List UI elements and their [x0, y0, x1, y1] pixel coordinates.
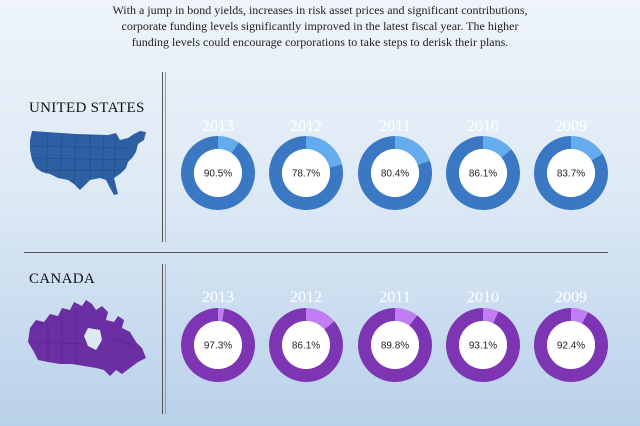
canada-year-label: 2013: [202, 289, 234, 306]
us-year-label: 2012: [290, 118, 322, 135]
us-donut-remainder: [571, 136, 603, 161]
canada-map-icon: [28, 300, 146, 376]
us-donut-remainder: [306, 136, 343, 168]
canada-donut-remainder: [306, 308, 335, 330]
us-donut-hole: [547, 149, 595, 197]
canada-donut-hole: [547, 321, 595, 369]
canada-donut-funded: [358, 308, 433, 382]
canada-donut-funded: [534, 308, 608, 383]
us-funding-percent-label: 83.7%: [557, 169, 585, 180]
country-label-us: UNITED STATES: [29, 100, 145, 116]
intro-line: With a jump in bond yields, increases in…: [112, 3, 528, 17]
intro-line: funding levels could encourage corporati…: [131, 35, 509, 49]
us-funding-percent-label: 78.7%: [292, 169, 320, 180]
us-donut-funded: [446, 136, 520, 211]
canada-donut-remainder: [395, 308, 418, 326]
us-donut-hole: [282, 149, 330, 197]
us-year-label: 2009: [555, 118, 587, 135]
canada-funding-percent-label: 86.1%: [292, 341, 320, 352]
us-donut-remainder: [483, 136, 512, 158]
us-year-label: 2011: [379, 118, 410, 135]
canada-donut-funded: [446, 308, 521, 383]
us-funding-percent-label: 86.1%: [469, 169, 497, 180]
us-funding-percent-label: 80.4%: [381, 169, 409, 180]
us-year-label: 2013: [202, 118, 234, 135]
canada-donut-remainder: [571, 308, 589, 324]
canada-funding-percent-label: 93.1%: [469, 341, 497, 352]
canada-donut-remainder: [218, 308, 225, 322]
canada-donut-remainder: [483, 308, 499, 324]
canada-year-label: 2009: [555, 289, 587, 306]
us-donut-hole: [459, 149, 507, 197]
intro-line: corporate funding levels significantly i…: [121, 19, 519, 33]
us-donut-hole: [194, 149, 242, 197]
canada-year-label: 2010: [467, 289, 499, 306]
us-donut-funded: [358, 136, 432, 210]
country-label-canada: CANADA: [29, 271, 95, 287]
us-donut-remainder: [218, 136, 239, 154]
united-states-map-icon: [30, 131, 146, 195]
canada-donut-hole: [282, 321, 330, 369]
canada-year-label: 2011: [379, 289, 410, 306]
us-year-label: 2010: [467, 118, 499, 135]
us-funding-percent-label: 90.5%: [204, 169, 232, 180]
canada-donut-funded: [180, 308, 255, 383]
section-divider-horizontal: [24, 252, 608, 253]
intro-text: With a jump in bond yields, increases in…: [60, 2, 580, 50]
canada-donut-funded: [269, 308, 344, 383]
us-donut-funded: [181, 136, 255, 211]
canada-donut-hole: [194, 321, 242, 369]
canada-funding-percent-label: 92.4%: [557, 341, 585, 352]
canada-funding-percent-label: 97.3%: [204, 341, 232, 352]
us-donut-hole: [371, 149, 419, 197]
section-divider-vertical: [162, 72, 163, 242]
canada-donut-hole: [371, 321, 419, 369]
canada-funding-percent-label: 89.8%: [381, 341, 409, 352]
us-donut-funded: [534, 136, 608, 210]
us-donut-funded: [269, 136, 343, 210]
canada-donut-hole: [459, 321, 507, 369]
canada-year-label: 2012: [290, 289, 322, 306]
us-donut-remainder: [395, 136, 430, 166]
section-divider-vertical: [162, 264, 163, 414]
